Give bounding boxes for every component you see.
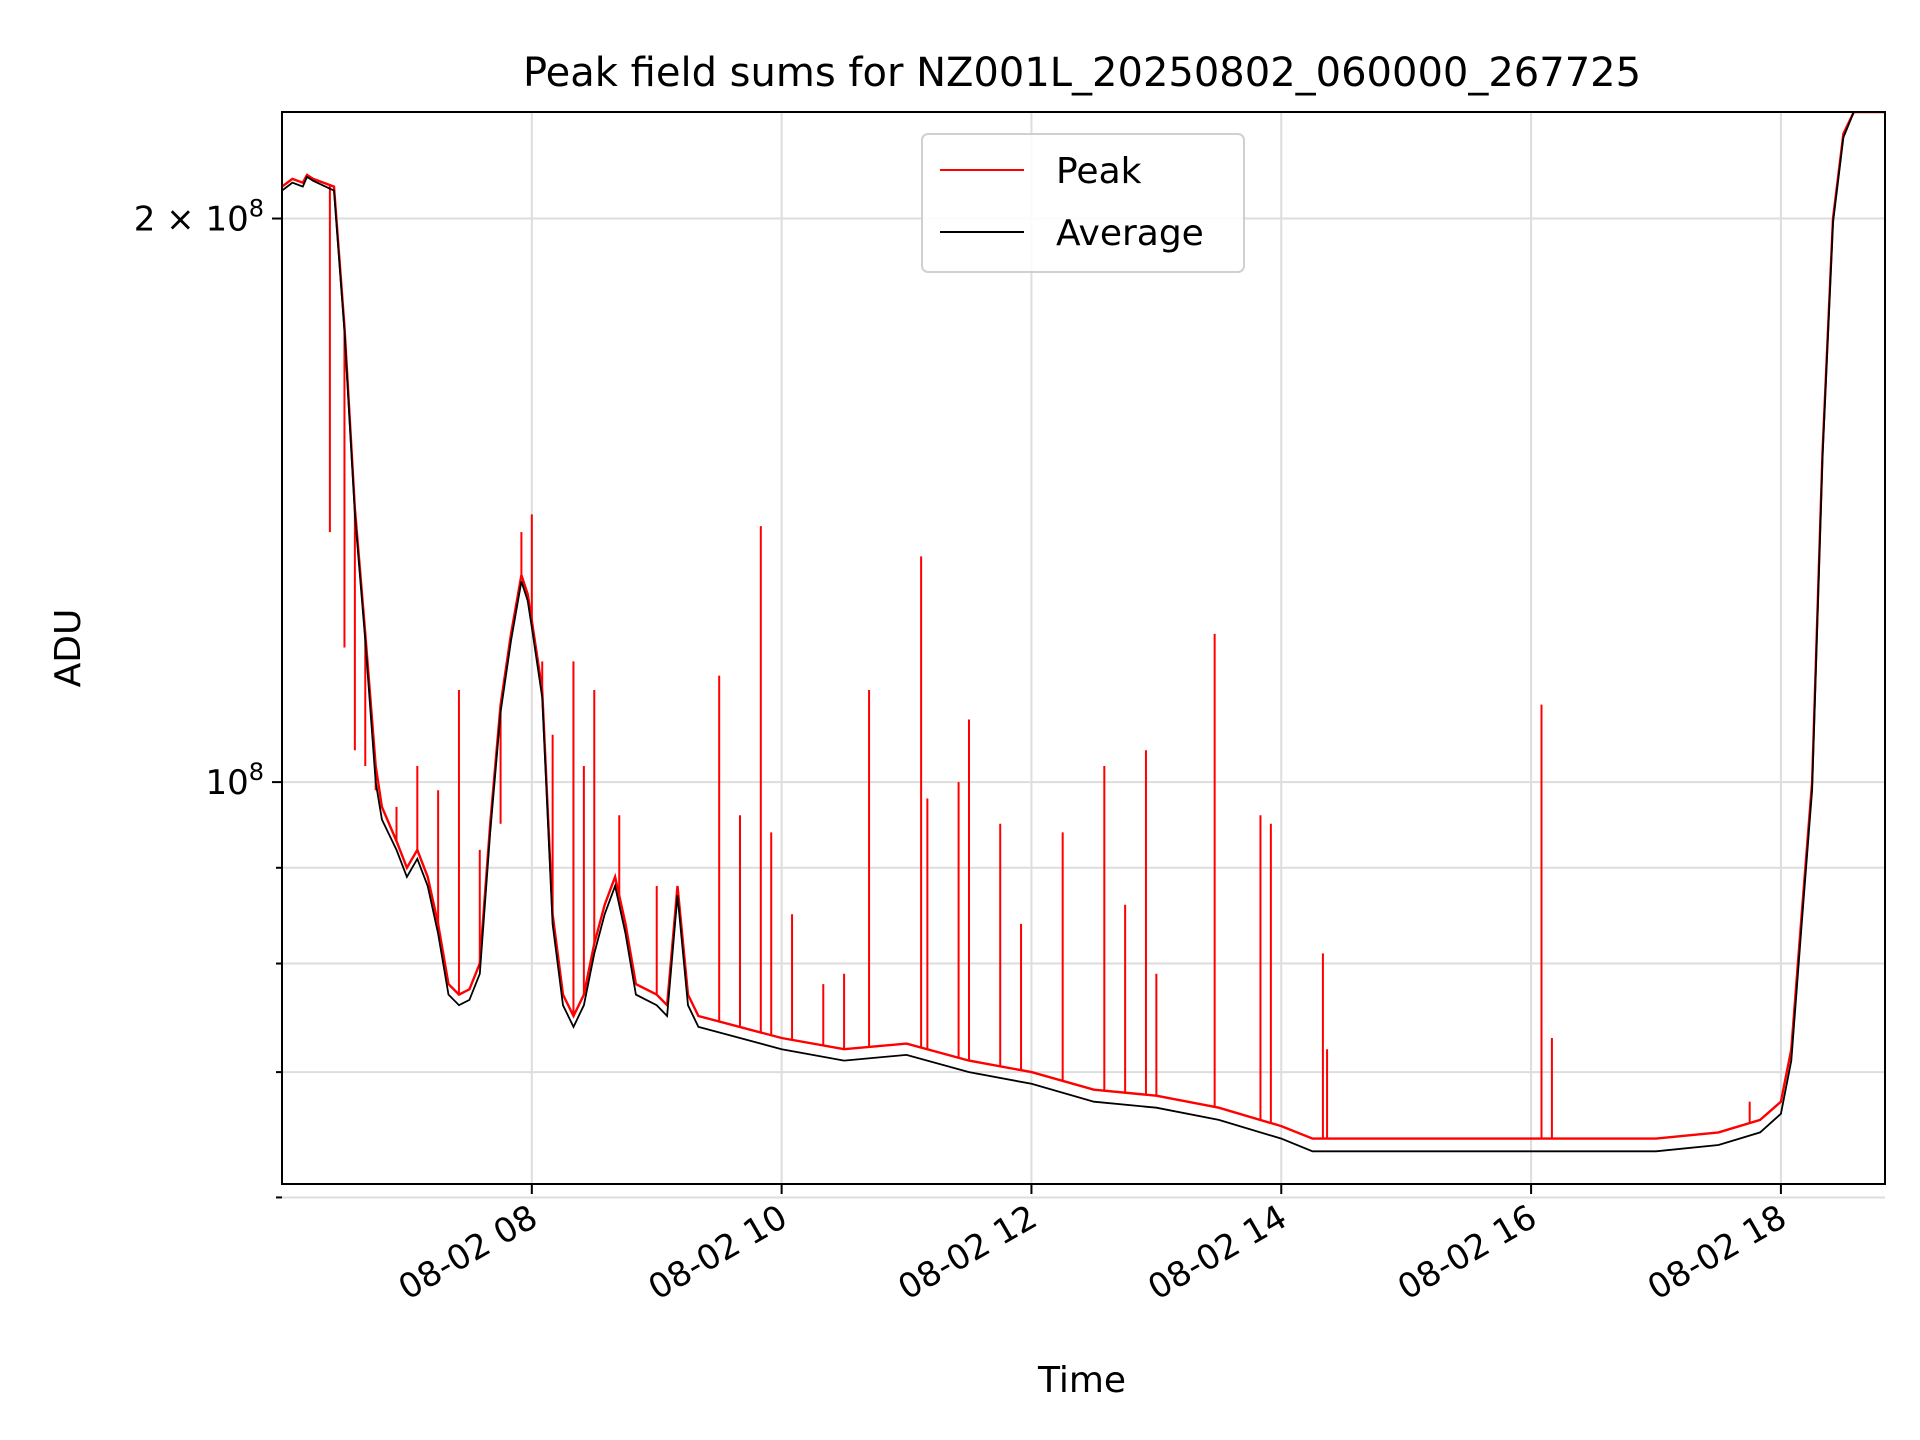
plot-frame (281, 111, 1886, 1185)
y-axis: 108 2 × 108 (134, 195, 282, 1199)
chart-title: Peak field sums for NZ001L_20250802_0600… (523, 50, 1641, 96)
legend-label-peak: Peak (1056, 151, 1142, 192)
legend: Peak Average (921, 133, 1245, 273)
y-tick-label: 2 × 108 (134, 195, 264, 240)
y-axis-label: ADU (48, 609, 89, 688)
series-line-peak (282, 112, 1885, 1140)
series-layer (282, 112, 1885, 1153)
y-tick-label: 108 (205, 758, 264, 803)
grid (282, 112, 1885, 1199)
series-line-average (282, 112, 1885, 1153)
legend-label-average: Average (1056, 213, 1204, 254)
x-axis-label: Time (1037, 1360, 1126, 1401)
legend-box (921, 133, 1245, 273)
